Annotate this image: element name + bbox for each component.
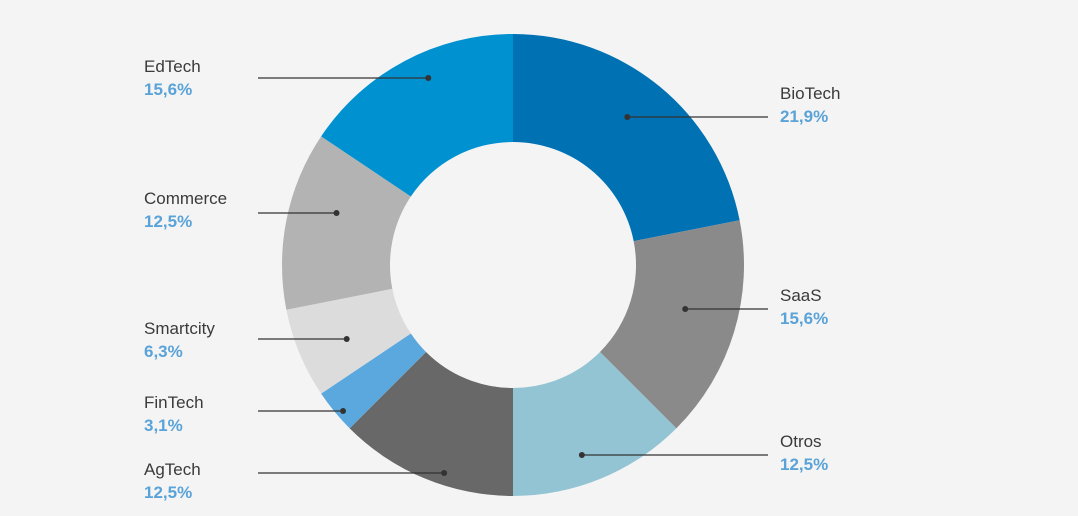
leader-dot-saas xyxy=(682,306,689,312)
slice-percent-biotech: 21,9% xyxy=(780,107,828,126)
slice-agtech xyxy=(349,351,513,496)
slice-label-otros: Otros xyxy=(780,432,822,451)
slice-saas xyxy=(599,220,744,429)
slice-label-saas: SaaS xyxy=(780,286,822,305)
slice-percent-agtech: 12,5% xyxy=(144,483,192,502)
slice-label-smartcity: Smartcity xyxy=(144,319,215,338)
slice-percent-fintech: 3,1% xyxy=(144,416,183,435)
slice-label-commerce: Commerce xyxy=(144,189,227,208)
slice-labels: BioTech 21,9% SaaS 15,6% Otros 12,5% AgTech 12,… xyxy=(144,57,840,502)
leader-lines xyxy=(258,75,768,476)
leader-dot-biotech xyxy=(624,114,631,120)
slice-label-fintech: FinTech xyxy=(144,393,204,412)
slice-commerce xyxy=(282,136,411,310)
slice-percent-smartcity: 6,3% xyxy=(144,342,183,361)
slice-otros xyxy=(513,351,677,496)
slice-percent-edtech: 15,6% xyxy=(144,80,192,99)
leader-dot-fintech xyxy=(340,408,347,414)
slice-edtech xyxy=(321,34,513,197)
slice-label-biotech: BioTech xyxy=(780,84,840,103)
leader-dot-commerce xyxy=(333,210,340,216)
leader-dot-agtech xyxy=(441,470,448,476)
donut-slices xyxy=(282,34,744,496)
slice-label-agtech: AgTech xyxy=(144,460,201,479)
leader-dot-edtech xyxy=(425,75,432,81)
slice-fintech xyxy=(321,333,427,429)
leader-dot-smartcity xyxy=(343,336,350,342)
slice-percent-commerce: 12,5% xyxy=(144,212,192,231)
slice-percent-otros: 12,5% xyxy=(780,455,828,474)
slice-label-edtech: EdTech xyxy=(144,57,201,76)
slice-percent-saas: 15,6% xyxy=(780,309,828,328)
leader-dot-otros xyxy=(578,452,585,458)
slice-biotech xyxy=(513,34,740,242)
